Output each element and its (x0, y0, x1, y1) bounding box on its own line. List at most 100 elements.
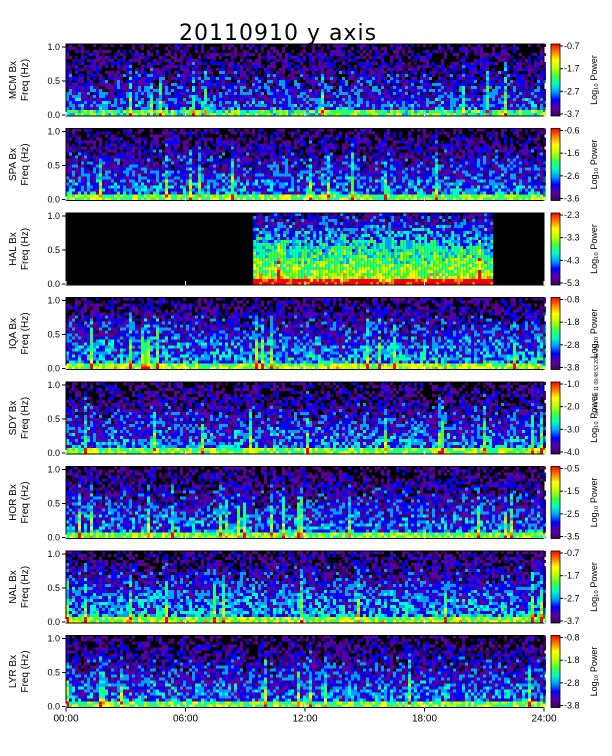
colorbar-tick-label: -2.6 (564, 171, 580, 181)
y-tick-label: 1.0 (47, 634, 60, 644)
y-tick-label: 0.0 (47, 448, 60, 458)
station-label: IQA Bx (8, 318, 19, 349)
colorbar-tick-label: -3.8 (564, 701, 580, 711)
y-tick-label: 0.5 (47, 245, 60, 255)
station-label: MCM Bx (8, 61, 19, 99)
y-tick-label: 0.0 (47, 617, 60, 627)
colorbar-title: Log₁₀ Power (589, 55, 599, 105)
chart-title: 20110910 y axis (179, 21, 377, 46)
frequency-axis-label: Freq (Hz) (20, 228, 31, 270)
colorbar-tick-label: -2.8 (564, 340, 580, 350)
colorbar-tick-label: -4.3 (564, 255, 580, 265)
frequency-axis-label: Freq (Hz) (20, 481, 31, 523)
colorbar-title: Log₁₀ Power (589, 478, 599, 528)
frequency-axis-label: Freq (Hz) (20, 650, 31, 692)
colorbar-tick-label: -2.7 (564, 593, 580, 603)
y-tick-label: 1.0 (47, 211, 60, 221)
y-tick-label: 1.0 (47, 127, 60, 137)
y-tick-label: 0.0 (47, 195, 60, 205)
y-tick-label: 0.0 (47, 279, 60, 289)
colorbar (551, 636, 560, 708)
colorbar-tick-label: -3.8 (564, 363, 580, 373)
y-tick-label: 0.5 (47, 583, 60, 593)
colorbar-tick-label: -5.3 (564, 278, 580, 288)
spectrogram-cells (66, 551, 546, 623)
colorbar-tick-label: -1.8 (564, 317, 580, 327)
colorbar-tick-label: -3.3 (564, 233, 580, 243)
colorbar-title: Log₁₀ Power (589, 647, 599, 697)
colorbar (551, 129, 560, 201)
colorbar-tick-label: -0.5 (564, 464, 580, 474)
colorbar-tick-label: -2.8 (564, 678, 580, 688)
y-tick-label: 0.5 (47, 76, 60, 86)
colorbar-title: Log₁₀ Power (589, 562, 599, 612)
y-tick-label: 0.0 (47, 110, 60, 120)
colorbar-tick-label: -2.7 (564, 86, 580, 96)
spectrogram-cells (66, 44, 546, 116)
colorbar-tick-label: -2.0 (564, 402, 580, 412)
x-tick-label: 18:00 (412, 714, 437, 725)
y-tick-label: 1.0 (47, 380, 60, 390)
y-tick-label: 0.0 (47, 702, 60, 712)
colorbar (551, 44, 560, 116)
frequency-axis-label: Freq (Hz) (20, 312, 31, 354)
station-label: NAL Bx (8, 570, 19, 604)
y-tick-label: 1.0 (47, 549, 60, 559)
colorbar-tick-label: -1.7 (564, 64, 580, 74)
credit-text: set Fri Oct 11 09:48:53 2011 2012 (594, 340, 600, 415)
colorbar-tick-label: -3.5 (564, 532, 580, 542)
station-label: SPA Bx (8, 148, 19, 181)
station-label: SDY Bx (8, 401, 19, 436)
colorbar-tick-label: -0.8 (564, 295, 580, 305)
colorbar-tick-label: -3.6 (564, 194, 580, 204)
y-tick-label: 0.0 (47, 533, 60, 543)
spectrogram-cells (66, 382, 546, 454)
station-label: HAL Bx (8, 232, 19, 266)
panel-spa: 0.0 0.5 1.0 SPA Bx Freq (Hz) -0.6 -1.6 -2.6 -3.6… (8, 126, 599, 205)
y-tick-label: 1.0 (47, 42, 60, 52)
colorbar-tick-label: -1.6 (564, 148, 580, 158)
panel-sdy: 0.0 0.5 1.0 SDY Bx Freq (Hz) -1.0 -2.0 -3.0 -4.0… (8, 379, 599, 458)
colorbar-tick-label: -0.6 (564, 126, 580, 136)
frequency-axis-label: Freq (Hz) (20, 566, 31, 608)
panel-iqa: 0.0 0.5 1.0 IQA Bx Freq (Hz) -0.8 -1.8 -2.8 -3.8… (8, 295, 599, 374)
colorbar-tick-label: -0.7 (564, 548, 580, 558)
x-tick-label: 06:00 (173, 714, 198, 725)
y-tick-label: 1.0 (47, 296, 60, 306)
colorbar-tick-label: -4.0 (564, 447, 580, 457)
colorbar-tick-label: -3.0 (564, 424, 580, 434)
y-tick-label: 0.5 (47, 330, 60, 340)
colorbar-tick-label: -2.5 (564, 509, 580, 519)
colorbar-tick-label: -0.8 (564, 633, 580, 643)
colorbar (551, 298, 560, 370)
colorbar-tick-label: -2.3 (564, 210, 580, 220)
colorbar (551, 382, 560, 454)
frequency-axis-label: Freq (Hz) (20, 59, 31, 101)
colorbar-tick-label: -0.7 (564, 41, 580, 51)
panel-nal: 0.0 0.5 1.0 NAL Bx Freq (Hz) -0.7 -1.7 -2.7 -3.7… (8, 548, 599, 627)
frequency-axis-label: Freq (Hz) (20, 397, 31, 439)
x-tick-label: 24:00 (531, 714, 556, 725)
colorbar-tick-label: -1.5 (564, 486, 580, 496)
station-label: HOR Bx (8, 484, 19, 521)
spectrogram-cells (66, 636, 546, 708)
colorbar-tick-label: -1.7 (564, 571, 580, 581)
y-tick-label: 0.5 (47, 414, 60, 424)
colorbar (551, 213, 560, 285)
y-tick-label: 0.0 (47, 364, 60, 374)
frequency-axis-label: Freq (Hz) (20, 143, 31, 185)
colorbar-title: Log₁₀ Power (589, 140, 599, 190)
x-axis: 00:00 06:00 12:00 18:00 24:00 (53, 708, 556, 725)
station-label: LYR Bx (8, 655, 19, 688)
colorbar-title: Log₁₀ Power (589, 224, 599, 274)
x-tick-label: 00:00 (53, 714, 78, 725)
colorbar-tick-label: -3.7 (564, 616, 580, 626)
colorbar (551, 551, 560, 623)
colorbar-tick-label: -1.0 (564, 379, 580, 389)
y-tick-label: 0.5 (47, 161, 60, 171)
